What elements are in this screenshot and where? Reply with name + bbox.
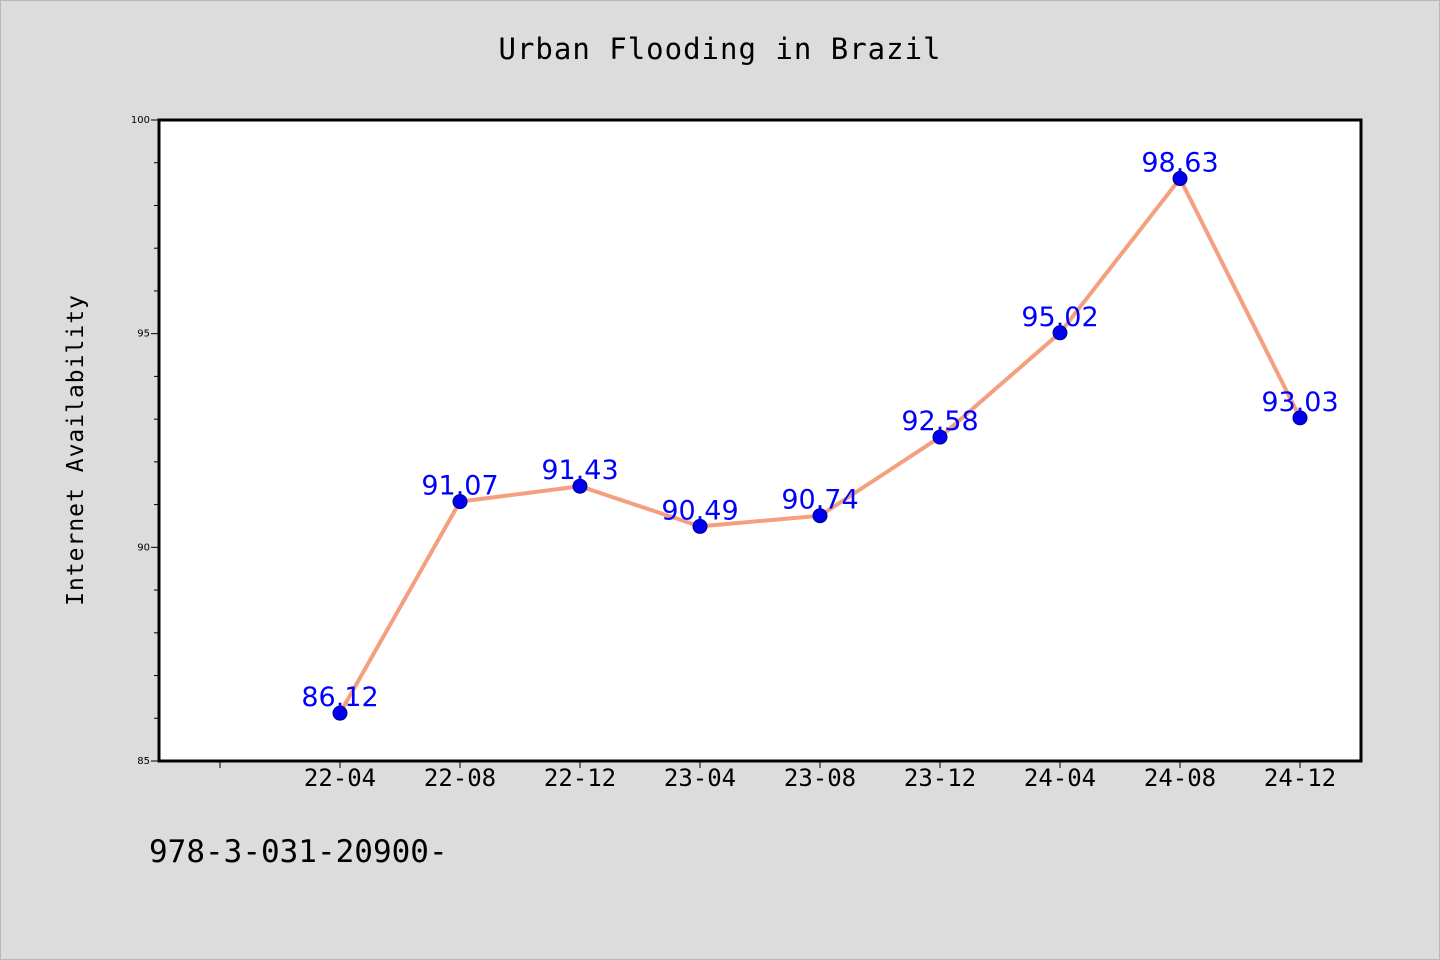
x-tick-label: 23-04 xyxy=(664,764,736,792)
y-tick-label: 95 xyxy=(137,329,150,340)
data-point xyxy=(1052,325,1068,341)
data-label: 92.58 xyxy=(901,406,978,437)
data-point xyxy=(332,705,348,721)
data-labels-layer: 86.12 91.07 91.43 90.49 90.74 92.58 95.02 98.63… xyxy=(301,148,1338,714)
x-tick-label: 22-04 xyxy=(304,764,376,792)
data-point xyxy=(812,508,828,524)
x-tick-label: 23-08 xyxy=(784,764,856,792)
data-label: 93.03 xyxy=(1261,387,1338,418)
data-point xyxy=(572,478,588,494)
x-tick-label: 24-08 xyxy=(1144,764,1216,792)
x-tick-label: 24-12 xyxy=(1264,764,1336,792)
data-label: 91.43 xyxy=(541,455,618,486)
x-tick-label: 22-08 xyxy=(424,764,496,792)
y-tick-label: 85 xyxy=(137,756,150,767)
data-label: 95.02 xyxy=(1021,302,1098,333)
x-axis: 22-04 22-08 22-12 23-04 23-08 23-12 24-04 24-08… xyxy=(219,761,1336,792)
x-tick-label: 23-12 xyxy=(904,764,976,792)
data-point xyxy=(1172,171,1188,187)
data-label: 98.63 xyxy=(1141,148,1218,179)
data-point xyxy=(1292,410,1308,426)
plot-area xyxy=(157,118,1363,763)
data-label: 90.74 xyxy=(781,485,858,516)
x-tick-label: 22-12 xyxy=(544,764,616,792)
data-point xyxy=(692,518,708,534)
series-layer xyxy=(332,171,1308,721)
y-tick-label: 100 xyxy=(131,115,150,126)
data-point xyxy=(932,429,948,445)
data-label: 91.07 xyxy=(421,471,498,502)
y-tick-label: 90 xyxy=(137,542,150,553)
data-point xyxy=(452,494,468,510)
footer-text: 978-3-031-20900- xyxy=(149,834,448,870)
data-label: 86.12 xyxy=(301,682,378,713)
x-tick-label: 24-04 xyxy=(1024,764,1096,792)
y-axis: 85 90 95 100 xyxy=(131,115,159,767)
chart-title: Urban Flooding in Brazil xyxy=(498,32,942,66)
data-label: 90.49 xyxy=(661,495,738,526)
